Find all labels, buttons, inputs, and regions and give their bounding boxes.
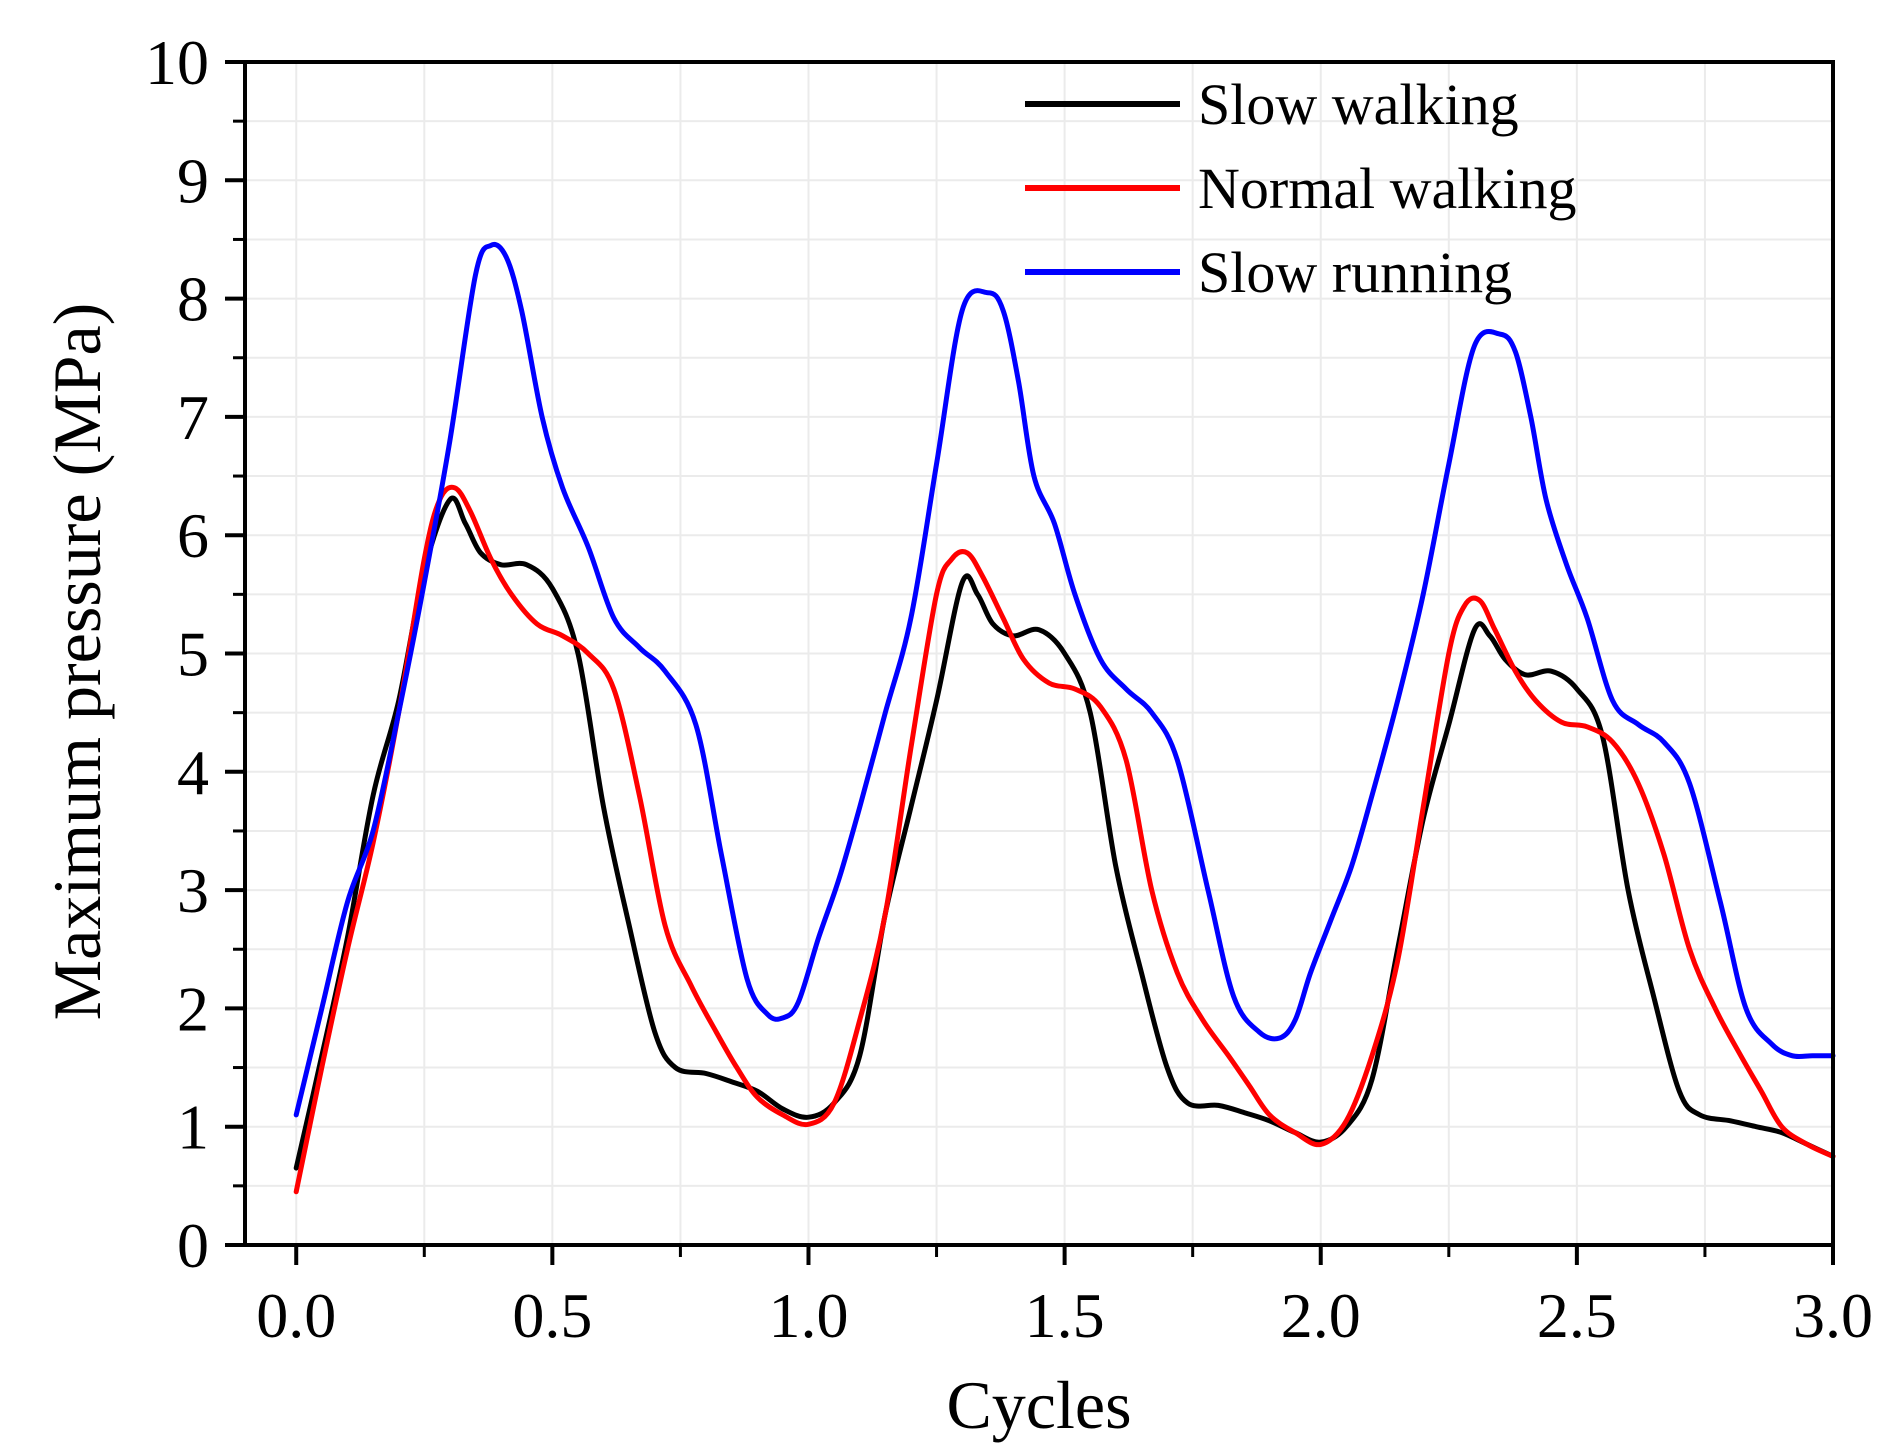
y-tick-label: 4 [177,737,209,808]
series-line-slow-running [293,241,1836,1118]
legend: Slow walking Normal walking Slow running [1025,72,1577,305]
y-tick-label: 2 [177,973,209,1044]
x-tick-label: 1.0 [768,1280,848,1351]
x-axis-title: Cycles [946,1367,1131,1443]
legend-label-normal-walking: Normal walking [1198,156,1577,221]
y-tick-label: 0 [177,1210,209,1281]
x-tick-label: 1.5 [1025,1280,1105,1351]
tick-labels: 0.0 0.5 1.0 1.5 2.0 2.5 3.0 0 1 2 3 4 5 6 7 8 9 10 [145,27,1873,1351]
series-line-normal-walking [293,484,1836,1195]
x-tick-label: 2.5 [1537,1280,1617,1351]
y-tick-label: 3 [177,855,209,926]
series-line-slow-walking [293,495,1836,1171]
legend-label-slow-walking: Slow walking [1198,72,1519,137]
y-tick-label: 10 [145,27,209,98]
y-tick-label: 9 [177,145,209,216]
y-tick-label: 1 [177,1092,209,1163]
y-tick-label: 7 [177,382,209,453]
y-tick-label: 6 [177,500,209,571]
y-axis-title: Maximum pressure (MPa) [39,303,115,1021]
legend-label-slow-running: Slow running [1198,240,1512,305]
grid [245,62,1834,1245]
x-tick-label: 3.0 [1793,1280,1873,1351]
y-tick-label: 8 [177,264,209,335]
y-tick-label: 5 [177,619,209,690]
x-tick-label: 0.5 [512,1280,592,1351]
x-tick-label: 0.0 [256,1280,336,1351]
x-tick-label: 2.0 [1281,1280,1361,1351]
axis-ticks [225,60,1835,1265]
series-lines [293,241,1836,1195]
